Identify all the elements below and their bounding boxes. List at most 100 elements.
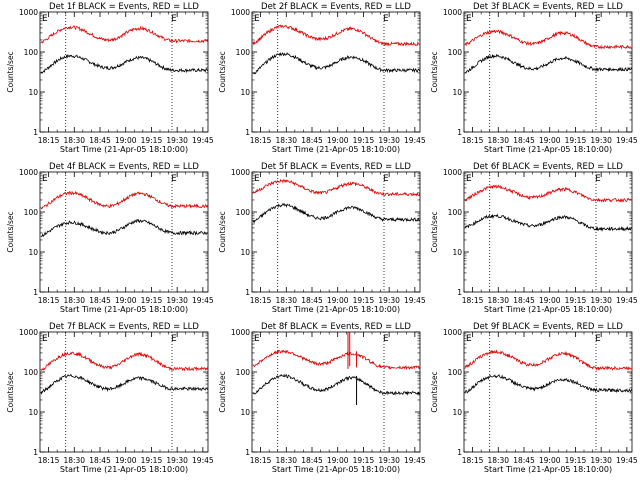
lld-series-line [252,24,420,47]
events-series-line [464,53,633,74]
y-tick-label: 1000 [19,168,38,177]
y-tick-label: 10 [452,248,462,257]
event-marker-label: E [466,14,472,24]
y-tick-label: 1 [33,288,38,297]
plot-frame [463,171,633,293]
x-tick-label: 18:15 [462,456,484,465]
x-tick-label: 19:15 [141,296,163,305]
detector-panel: Det 4f BLACK = Events, RED = LLD 1 10 100 10… [6,162,214,314]
events-series-line [464,374,633,394]
plot-frame [39,171,209,293]
x-tick-label: 19:30 [590,296,612,305]
plot-frame [39,331,209,453]
y-axis-label: Counts/sec [6,371,15,412]
y-axis-label: Counts/sec [218,211,227,252]
x-tick-label: 19:30 [166,136,188,145]
plot-frame [463,331,633,453]
plot-frame [251,171,421,293]
events-series-line [464,213,632,232]
y-axis-label: Counts/sec [430,371,439,412]
x-tick-label: 18:30 [487,296,509,305]
y-tick-label: 1 [457,448,462,457]
y-tick-label: 100 [448,208,463,217]
x-tick-label: 18:15 [38,136,60,145]
x-tick-label: 19:00 [539,296,561,305]
x-tick-label: 18:45 [89,456,111,465]
x-tick-label: 18:30 [63,136,85,145]
x-tick-label: 18:15 [250,456,272,465]
lld-series-line [40,351,209,372]
x-tick-label: 19:30 [378,296,400,305]
x-tick-label: 19:15 [353,456,375,465]
x-tick-label: 18:15 [250,136,272,145]
x-tick-label: 18:45 [301,456,323,465]
detector-panel: Det 6f BLACK = Events, RED = LLD 1 10 100 10… [430,162,638,314]
detector-panel: Det 8f BLACK = Events, RED = LLD 1 10 100 10… [218,322,426,474]
event-marker-label: E [171,334,177,344]
y-axis-label: Counts/sec [430,211,439,252]
x-tick-label: 19:15 [353,296,375,305]
y-tick-label: 100 [236,368,251,377]
event-marker-label: E [595,334,601,344]
x-tick-label: 19:45 [404,296,426,305]
events-series-line [40,53,209,75]
x-tick-label: 18:45 [301,296,323,305]
x-tick-label: 19:30 [378,136,400,145]
y-tick-label: 1 [457,128,462,137]
x-tick-label: 19:15 [565,456,587,465]
y-tick-label: 1 [245,288,250,297]
x-tick-label: 19:30 [590,456,612,465]
x-tick-label: 18:30 [275,296,297,305]
y-axis-label: Counts/sec [6,51,15,92]
panel-title: Det 2f BLACK = Events, RED = LLD [261,2,411,12]
x-axis-label: Start Time (21-Apr-05 18:10:00) [272,145,400,154]
y-tick-label: 100 [448,48,463,57]
x-axis-label: Start Time (21-Apr-05 18:10:00) [60,145,188,154]
lld-series-line [252,178,421,197]
plot-frame [251,11,421,133]
events-series-line [40,218,208,238]
event-marker-label: E [466,334,472,344]
x-axis-label: Start Time (21-Apr-05 18:10:00) [272,465,400,474]
x-tick-label: 18:15 [250,296,272,305]
detector-panel: Det 7f BLACK = Events, RED = LLD 1 10 100 10… [6,322,214,474]
x-tick-label: 19:15 [565,136,587,145]
y-tick-label: 1 [245,448,250,457]
y-tick-label: 1000 [443,8,462,17]
y-tick-label: 1000 [443,168,462,177]
y-tick-label: 1 [245,128,250,137]
y-tick-label: 100 [24,368,39,377]
x-tick-label: 19:30 [166,456,188,465]
x-tick-label: 19:00 [539,136,561,145]
panel-title: Det 4f BLACK = Events, RED = LLD [49,162,199,172]
detector-panel: Det 2f BLACK = Events, RED = LLD 1 10 100 10… [218,2,426,154]
x-axis-label: Start Time (21-Apr-05 18:10:00) [484,305,612,314]
event-marker-label: E [254,334,260,344]
x-tick-label: 18:15 [462,136,484,145]
event-marker-label: E [383,334,389,344]
y-tick-label: 1000 [19,8,38,17]
detector-panel: Det 5f BLACK = Events, RED = LLD 1 10 100 10… [218,162,426,314]
y-tick-label: 100 [24,208,39,217]
panel-title: Det 9f BLACK = Events, RED = LLD [473,322,623,332]
plot-frame [251,331,421,453]
events-series-line [252,202,420,225]
x-tick-label: 19:00 [327,456,349,465]
detector-panel: Det 1f BLACK = Events, RED = LLD 1 10 100 10… [6,2,214,154]
lld-series-line [252,349,421,371]
lld-series-line [464,184,632,203]
x-tick-label: 18:45 [89,136,111,145]
y-tick-label: 1000 [19,328,38,337]
x-tick-label: 19:30 [166,296,188,305]
event-marker-label: E [42,334,48,344]
y-tick-label: 10 [240,248,250,257]
x-tick-label: 19:45 [616,456,638,465]
y-tick-label: 1000 [231,168,250,177]
y-axis-label: Counts/sec [430,51,439,92]
x-tick-label: 18:30 [487,456,509,465]
lld-series-line [40,25,209,44]
x-tick-label: 18:30 [487,136,509,145]
y-tick-label: 10 [28,408,38,417]
x-tick-label: 18:15 [38,296,60,305]
event-marker-label: E [42,174,48,184]
